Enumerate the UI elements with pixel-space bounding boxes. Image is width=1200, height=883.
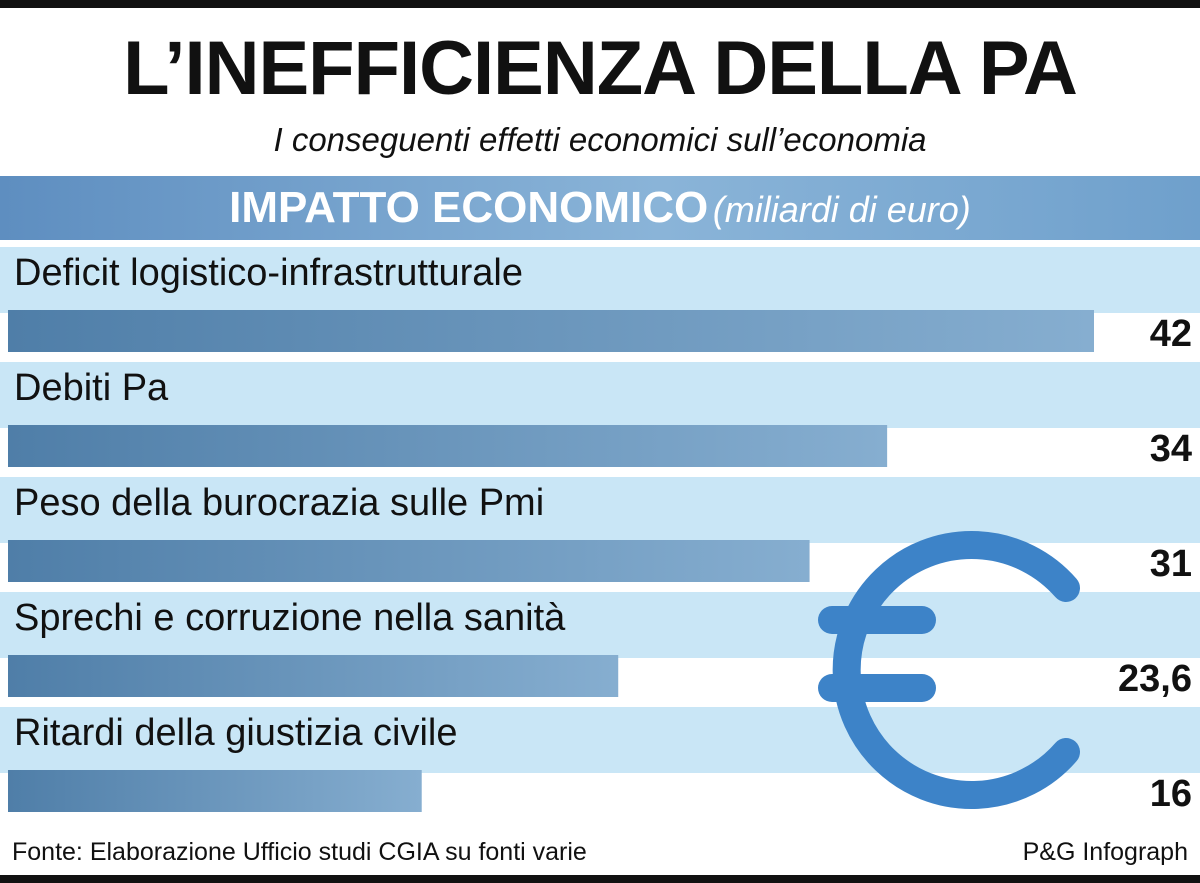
category-band-1 (0, 247, 1200, 313)
bar-2 (8, 425, 888, 467)
euro-icon (818, 531, 1080, 809)
value-label: 23,6 (1118, 658, 1192, 700)
value-label: 34 (1150, 428, 1192, 470)
value-label: 42 (1150, 313, 1192, 355)
bottom-rule (0, 875, 1200, 883)
value-label: 31 (1150, 543, 1192, 585)
section-title: IMPATTO ECONOMICO (229, 183, 709, 232)
category-band-3 (0, 477, 1200, 543)
category-label: Sprechi e corruzione nella sanità (14, 597, 566, 639)
section-unit: (miliardi di euro) (712, 189, 971, 230)
bar-3 (8, 540, 810, 582)
page-title: L’INEFFICIENZA DELLA PA (123, 26, 1078, 111)
category-band-2 (0, 362, 1200, 428)
section-header: IMPATTO ECONOMICO (miliardi di euro) (0, 176, 1200, 240)
category-label: Peso della burocrazia sulle Pmi (14, 482, 545, 524)
category-label: Ritardi della giustizia civile (14, 712, 458, 754)
category-band-4 (0, 592, 1200, 658)
source-note: Fonte: Elaborazione Ufficio studi CGIA s… (12, 838, 587, 866)
page-subtitle: I conseguenti effetti economici sull’eco… (273, 121, 927, 158)
value-label: 16 (1150, 773, 1192, 815)
top-rule (0, 0, 1200, 8)
bar-1 (8, 310, 1094, 352)
category-label: Debiti Pa (14, 367, 169, 409)
bar-4 (8, 655, 619, 697)
category-band-5 (0, 707, 1200, 773)
bar-5 (8, 770, 422, 812)
credit-note: P&G Infograph (1022, 838, 1188, 866)
category-label: Deficit logistico-infrastrutturale (14, 252, 523, 294)
